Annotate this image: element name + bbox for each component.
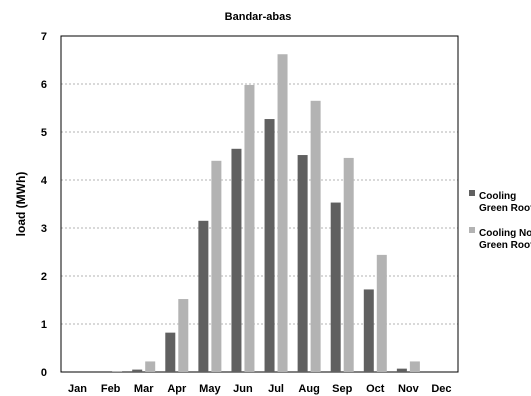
- legend-label: Cooling Green Roof: [479, 191, 531, 214]
- bar-green-roof-aug: [297, 155, 308, 372]
- gridlines: [61, 83, 458, 325]
- y-tick-label: 6: [41, 79, 47, 91]
- y-tick-label: 0: [41, 367, 47, 379]
- legend-label-line: Cooling No: [479, 228, 531, 239]
- x-tick-label: Jan: [68, 383, 87, 395]
- legend-swatch: [469, 227, 475, 233]
- bar-no-green-roof-aug: [310, 100, 321, 373]
- bar-no-green-roof-sep: [343, 157, 354, 372]
- bar-no-green-roof-jul: [277, 54, 288, 373]
- x-tick-label: Oct: [366, 383, 385, 395]
- bar-no-green-roof-feb: [112, 371, 123, 372]
- bar-green-roof-nov: [396, 368, 407, 372]
- legend-label-line: Cooling: [479, 191, 516, 202]
- x-tick-label: Apr: [167, 383, 187, 395]
- y-tick-label: 4: [41, 175, 48, 187]
- bar-no-green-roof-apr: [178, 299, 189, 372]
- bars: [112, 54, 420, 373]
- bar-green-roof-jul: [264, 119, 275, 372]
- bar-green-roof-may: [198, 220, 209, 372]
- x-tick-label: Feb: [101, 383, 121, 395]
- y-axis-ticks: 0 1 2 3 4 5 6 7: [41, 31, 48, 379]
- x-tick-label: Aug: [298, 383, 319, 395]
- bar-no-green-roof-nov: [409, 361, 420, 372]
- bar-no-green-roof-oct: [376, 254, 387, 372]
- bar-green-roof-sep: [330, 202, 341, 372]
- bar-no-green-roof-jun: [244, 84, 255, 373]
- legend-swatch: [469, 190, 475, 196]
- x-axis-ticks: Jan Feb Mar Apr May Jun Jul Aug Sep Oct Nov Dec: [68, 383, 451, 395]
- x-tick-label: Mar: [134, 383, 154, 395]
- y-tick-label: 7: [41, 31, 47, 43]
- bar-green-roof-apr: [165, 332, 176, 372]
- y-axis-label: load (MWh): [14, 172, 28, 237]
- bar-no-green-roof-mar: [145, 361, 156, 372]
- bar-no-green-roof-may: [211, 160, 222, 372]
- x-tick-label: Dec: [431, 383, 451, 395]
- y-tick-label: 1: [41, 319, 47, 331]
- legend-label: Cooling No Green Roof: [479, 228, 531, 251]
- plot-area: [60, 35, 459, 373]
- x-tick-label: Jul: [268, 383, 284, 395]
- legend-label-line: Green Roof: [479, 203, 531, 214]
- x-tick-label: Sep: [332, 383, 352, 395]
- x-tick-label: May: [199, 383, 221, 395]
- y-tick-label: 2: [41, 271, 47, 283]
- legend-label-line: Green Roof: [479, 240, 531, 251]
- x-tick-label: Nov: [398, 383, 420, 395]
- bar-green-roof-oct: [363, 289, 374, 372]
- y-tick-label: 3: [41, 223, 47, 235]
- y-tick-label: 5: [41, 127, 47, 139]
- bar-green-roof-jun: [231, 148, 242, 372]
- chart-title: Bandar-abas: [225, 11, 292, 23]
- bar-green-roof-mar: [132, 369, 143, 372]
- x-tick-label: Jun: [233, 383, 253, 395]
